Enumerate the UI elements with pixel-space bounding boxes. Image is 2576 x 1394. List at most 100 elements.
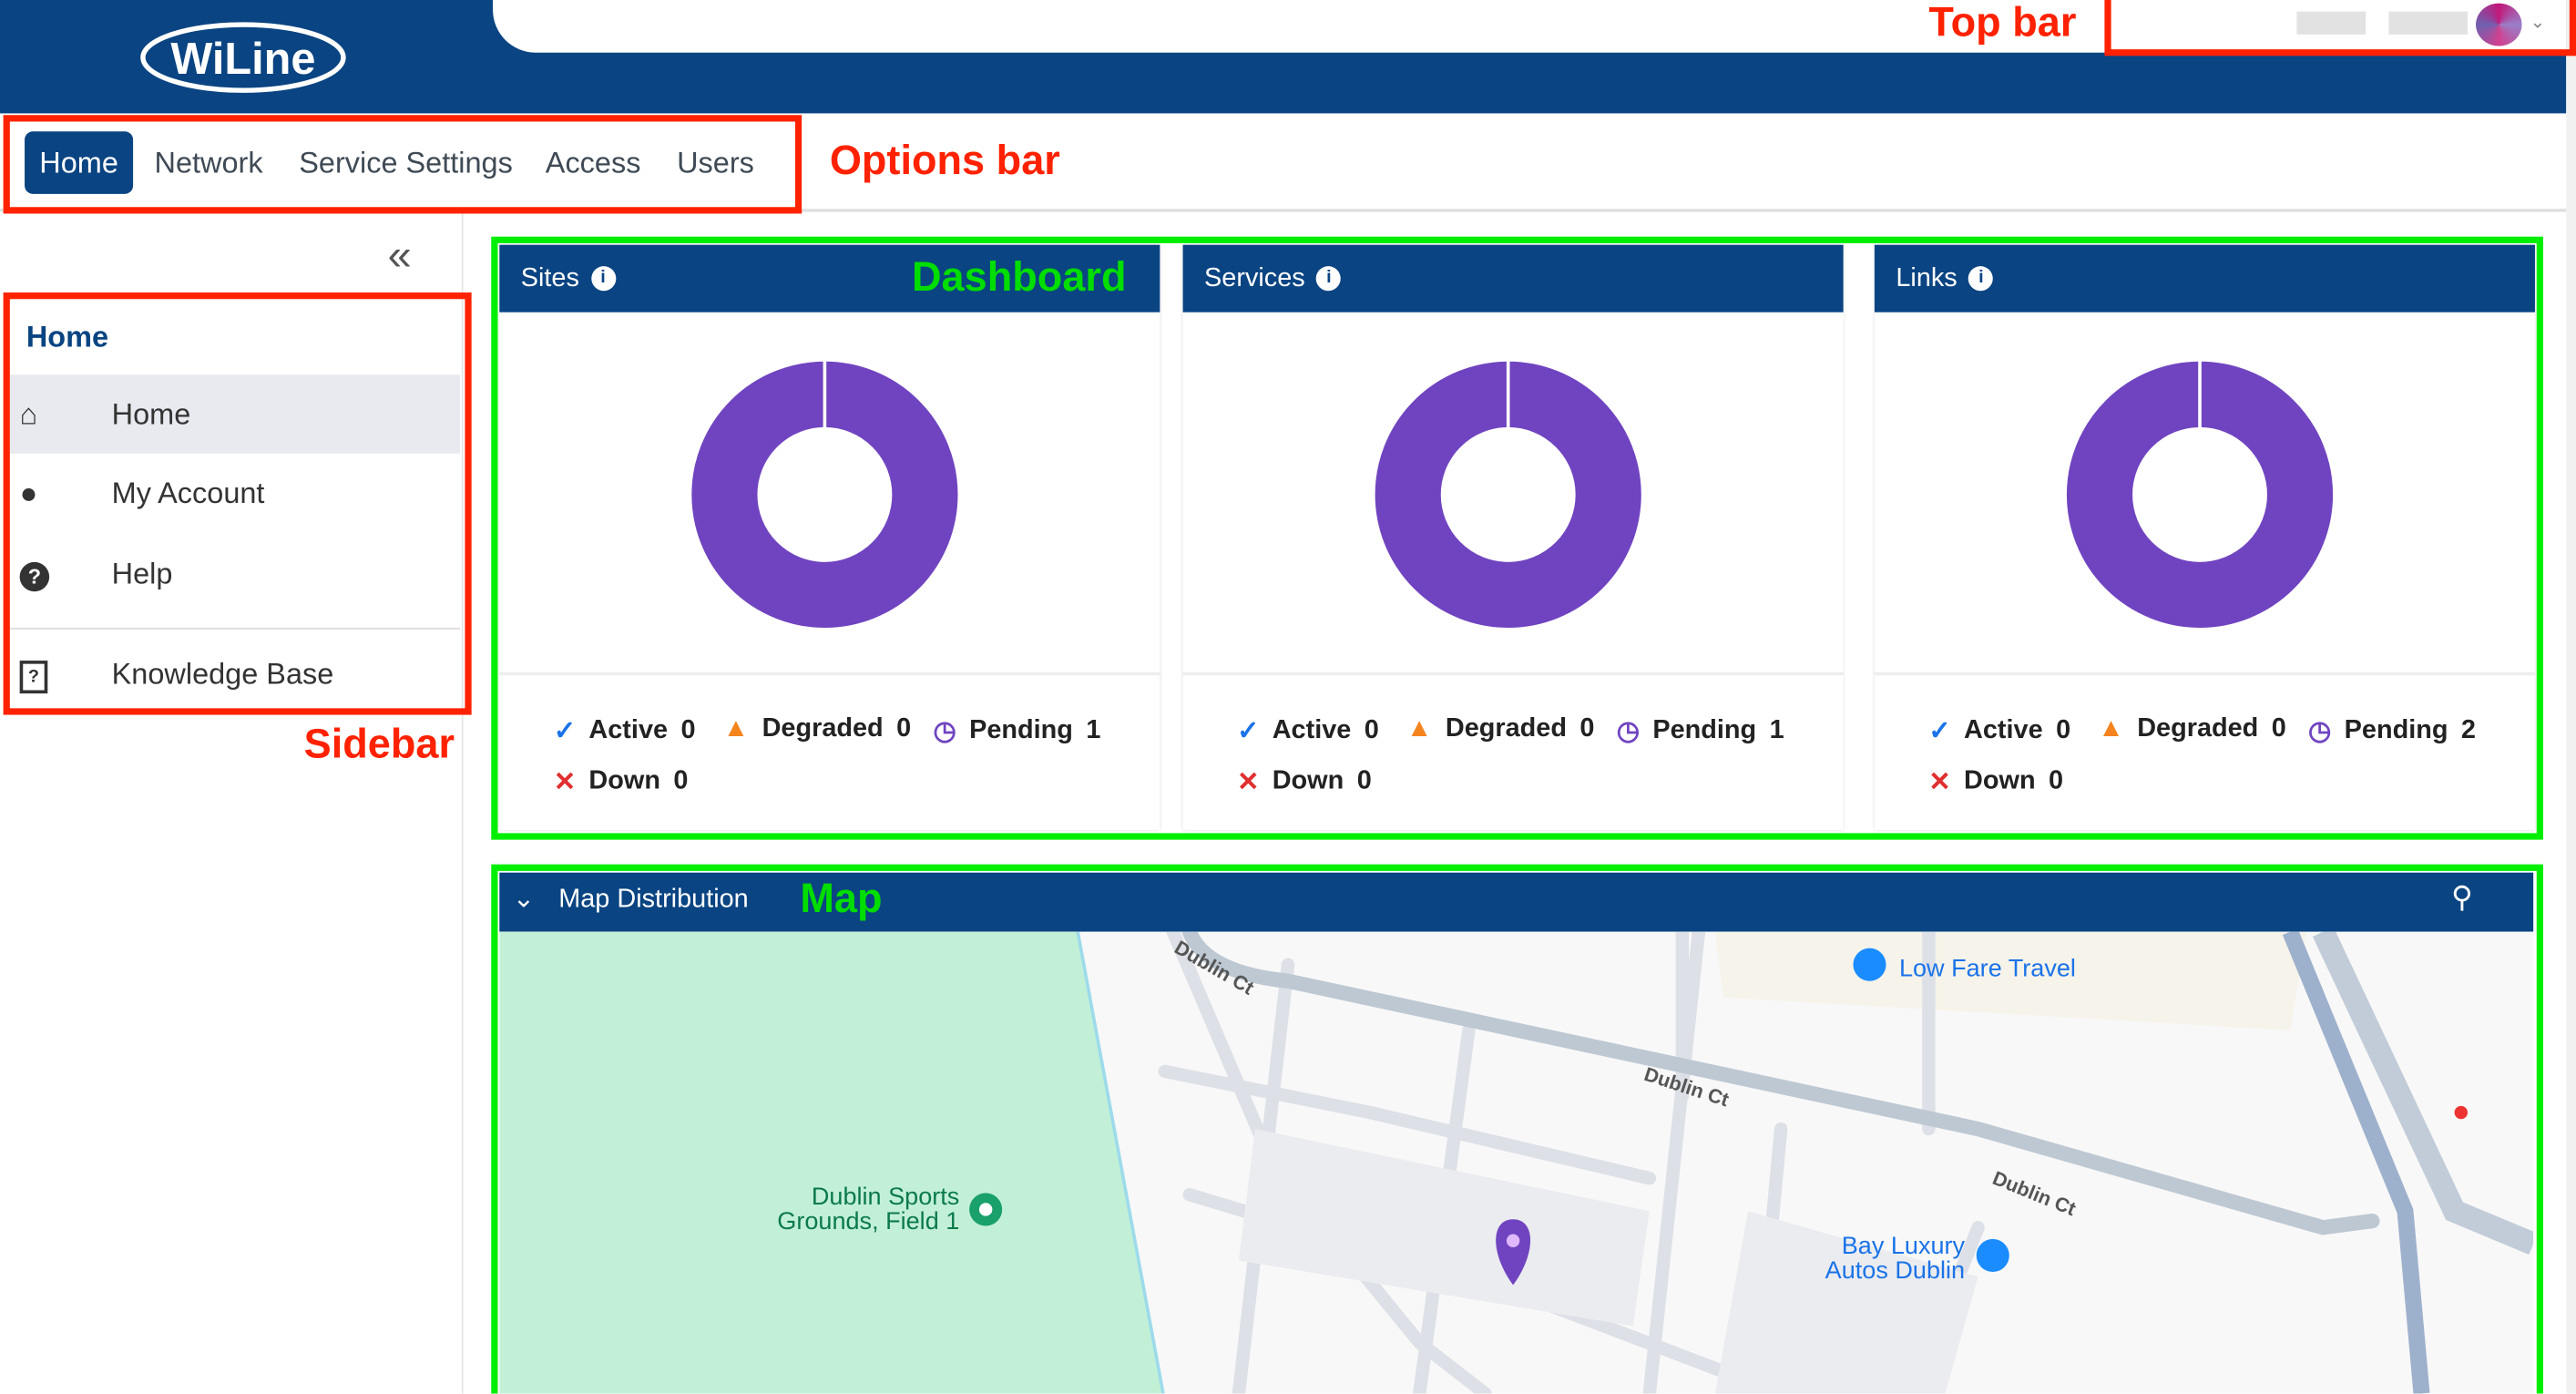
card-title: Services <box>1204 263 1305 292</box>
stat-degraded[interactable]: ▲ Degraded 0 <box>2098 715 2286 744</box>
river-edge <box>1076 931 1165 1394</box>
road-dublin-ct <box>1181 931 2380 1235</box>
map-view[interactable]: Dublin Ct Dublin Ct Dublin Ct Low Fare T… <box>499 931 2534 1394</box>
tab-home[interactable]: Home <box>25 131 134 194</box>
stat-label: Pending <box>1652 716 1757 745</box>
traffic-light-icon <box>2454 1105 2469 1120</box>
poi-label: Dublin Sports <box>811 1183 960 1212</box>
poi-label: Autos Dublin <box>1825 1256 1966 1286</box>
stat-degraded[interactable]: ▲ Degraded 0 <box>1406 715 1595 744</box>
zoom-reset-icon[interactable]: ⚲ <box>2450 880 2473 914</box>
sidebar-item-label: Help <box>111 556 173 589</box>
stat-label: Down <box>1964 767 2036 795</box>
stat-count: 0 <box>896 714 912 743</box>
info-icon[interactable]: i <box>1316 266 1342 292</box>
card-title: Sites <box>520 263 579 292</box>
options-bar <box>0 113 2567 212</box>
stat-label: Pending <box>969 716 1073 745</box>
park-area <box>499 931 1163 1394</box>
card-divider <box>1874 671 2535 676</box>
stat-active[interactable]: ✓ Active 0 <box>554 715 696 748</box>
collapse-sidebar-icon[interactable]: « <box>387 230 412 280</box>
card-header: Services i <box>1182 244 1844 313</box>
tab-access[interactable]: Access <box>545 146 641 179</box>
poi-bay-luxury[interactable]: Bay Luxury Autos Dublin <box>1764 1235 1965 1284</box>
pending-clock-icon: ◷ <box>933 718 956 746</box>
stat-degraded[interactable]: ▲ Degraded 0 <box>723 715 912 744</box>
scrollbar[interactable] <box>2566 0 2576 1394</box>
sidebar-item-home[interactable]: ⌂ Home <box>9 374 461 454</box>
annotation-options-bar: Options bar <box>829 138 1060 185</box>
x-icon: ✕ <box>1237 769 1260 797</box>
x-icon: ✕ <box>1928 769 1951 797</box>
stat-count: 0 <box>673 767 689 795</box>
annotation-dashboard: Dashboard <box>911 254 1127 302</box>
tab-users[interactable]: Users <box>677 146 754 179</box>
poi-dublin-sports[interactable]: Dublin Sports Grounds, Field 1 <box>746 1184 959 1234</box>
site-marker-icon <box>1496 1219 1531 1286</box>
poi-label: Grounds, Field 1 <box>777 1207 960 1236</box>
shop-pin-icon <box>1976 1238 2009 1272</box>
stat-label: Down <box>588 767 660 795</box>
stat-count: 0 <box>2056 716 2071 745</box>
annotation-sidebar: Sidebar <box>303 721 455 768</box>
status-donut-chart[interactable] <box>1374 359 1643 630</box>
wiline-logo: WiLine <box>140 22 346 93</box>
collapse-map-icon[interactable]: ⌄ <box>512 886 535 914</box>
tab-service-settings[interactable]: Service Settings <box>299 146 513 179</box>
stat-label: Active <box>1272 716 1352 745</box>
warning-icon: ▲ <box>722 714 750 743</box>
chevron-down-icon[interactable]: ⌄ <box>2530 13 2546 34</box>
annotation-sidebar-box <box>3 292 472 715</box>
stat-count: 1 <box>1769 716 1784 745</box>
avatar[interactable] <box>2476 3 2522 46</box>
stat-active[interactable]: ✓ Active 0 <box>1237 715 1379 748</box>
stat-count: 0 <box>1579 714 1595 743</box>
x-icon: ✕ <box>553 769 576 797</box>
check-icon: ✓ <box>1928 718 1951 746</box>
poi-low-fare-travel[interactable]: Low Fare Travel <box>1898 954 2076 983</box>
stat-label: Degraded <box>2137 714 2259 743</box>
annotation-top-bar-box <box>2104 0 2576 56</box>
warning-icon: ▲ <box>2098 714 2124 743</box>
map-canvas[interactable]: Dublin Ct Dublin Ct Dublin Ct <box>499 931 2534 1394</box>
sidebar-item-label: My Account <box>111 476 265 509</box>
annotation-map-box <box>491 864 2543 1394</box>
sidebar-item-knowledge-base[interactable]: ? Knowledge Base <box>10 634 460 713</box>
stat-down[interactable]: ✕ Down 0 <box>1928 765 2063 798</box>
check-icon: ✓ <box>1237 718 1260 746</box>
stat-label: Down <box>1272 767 1344 795</box>
status-donut-chart[interactable] <box>2065 359 2335 630</box>
dashboard-card-sites: Sites i ✓ Active 0 ▲ Degraded 0 ◷ Pending 1 ✕ Do… <box>499 244 1160 830</box>
shop-pin-icon <box>1853 948 1886 981</box>
annotation-top-bar: Top bar <box>1928 0 2077 46</box>
dashboard-card-services: Services i ✓ Active 0 ▲ Degraded 0 ◷ Pending 1 … <box>1182 244 1844 830</box>
status-donut-chart[interactable] <box>690 359 960 630</box>
annotation-dashboard-box <box>491 236 2543 840</box>
info-icon[interactable]: i <box>590 266 616 292</box>
highway <box>2282 931 2430 1394</box>
card-title: Links <box>1896 263 1958 292</box>
sidebar-item-my-account[interactable]: ● My Account <box>10 454 460 533</box>
card-divider <box>499 671 1160 676</box>
warning-icon: ▲ <box>1406 714 1433 743</box>
sidebar-divider <box>9 627 461 630</box>
stat-pending[interactable]: ◷ Pending 2 <box>2308 715 2476 748</box>
stat-active[interactable]: ✓ Active 0 <box>1928 715 2070 748</box>
tab-network[interactable]: Network <box>154 146 263 179</box>
annotation-options-bar-box <box>3 115 802 214</box>
stat-down[interactable]: ✕ Down 0 <box>1237 765 1372 798</box>
card-header: Sites i <box>499 244 1160 313</box>
info-icon[interactable]: i <box>1968 266 1994 292</box>
sidebar-item-help[interactable]: ? Help <box>10 534 460 613</box>
stat-down[interactable]: ✕ Down 0 <box>554 765 689 798</box>
pending-clock-icon: ◷ <box>2308 718 2332 746</box>
stat-pending[interactable]: ◷ Pending 1 <box>1617 715 1784 748</box>
stat-pending[interactable]: ◷ Pending 1 <box>933 715 1100 748</box>
stat-count: 2 <box>2460 716 2476 745</box>
map-title: Map Distribution <box>558 886 749 914</box>
stat-label: Degraded <box>1445 714 1567 743</box>
check-icon: ✓ <box>553 718 576 746</box>
user-org-redacted <box>2388 11 2469 35</box>
book-icon: ? <box>10 655 112 693</box>
